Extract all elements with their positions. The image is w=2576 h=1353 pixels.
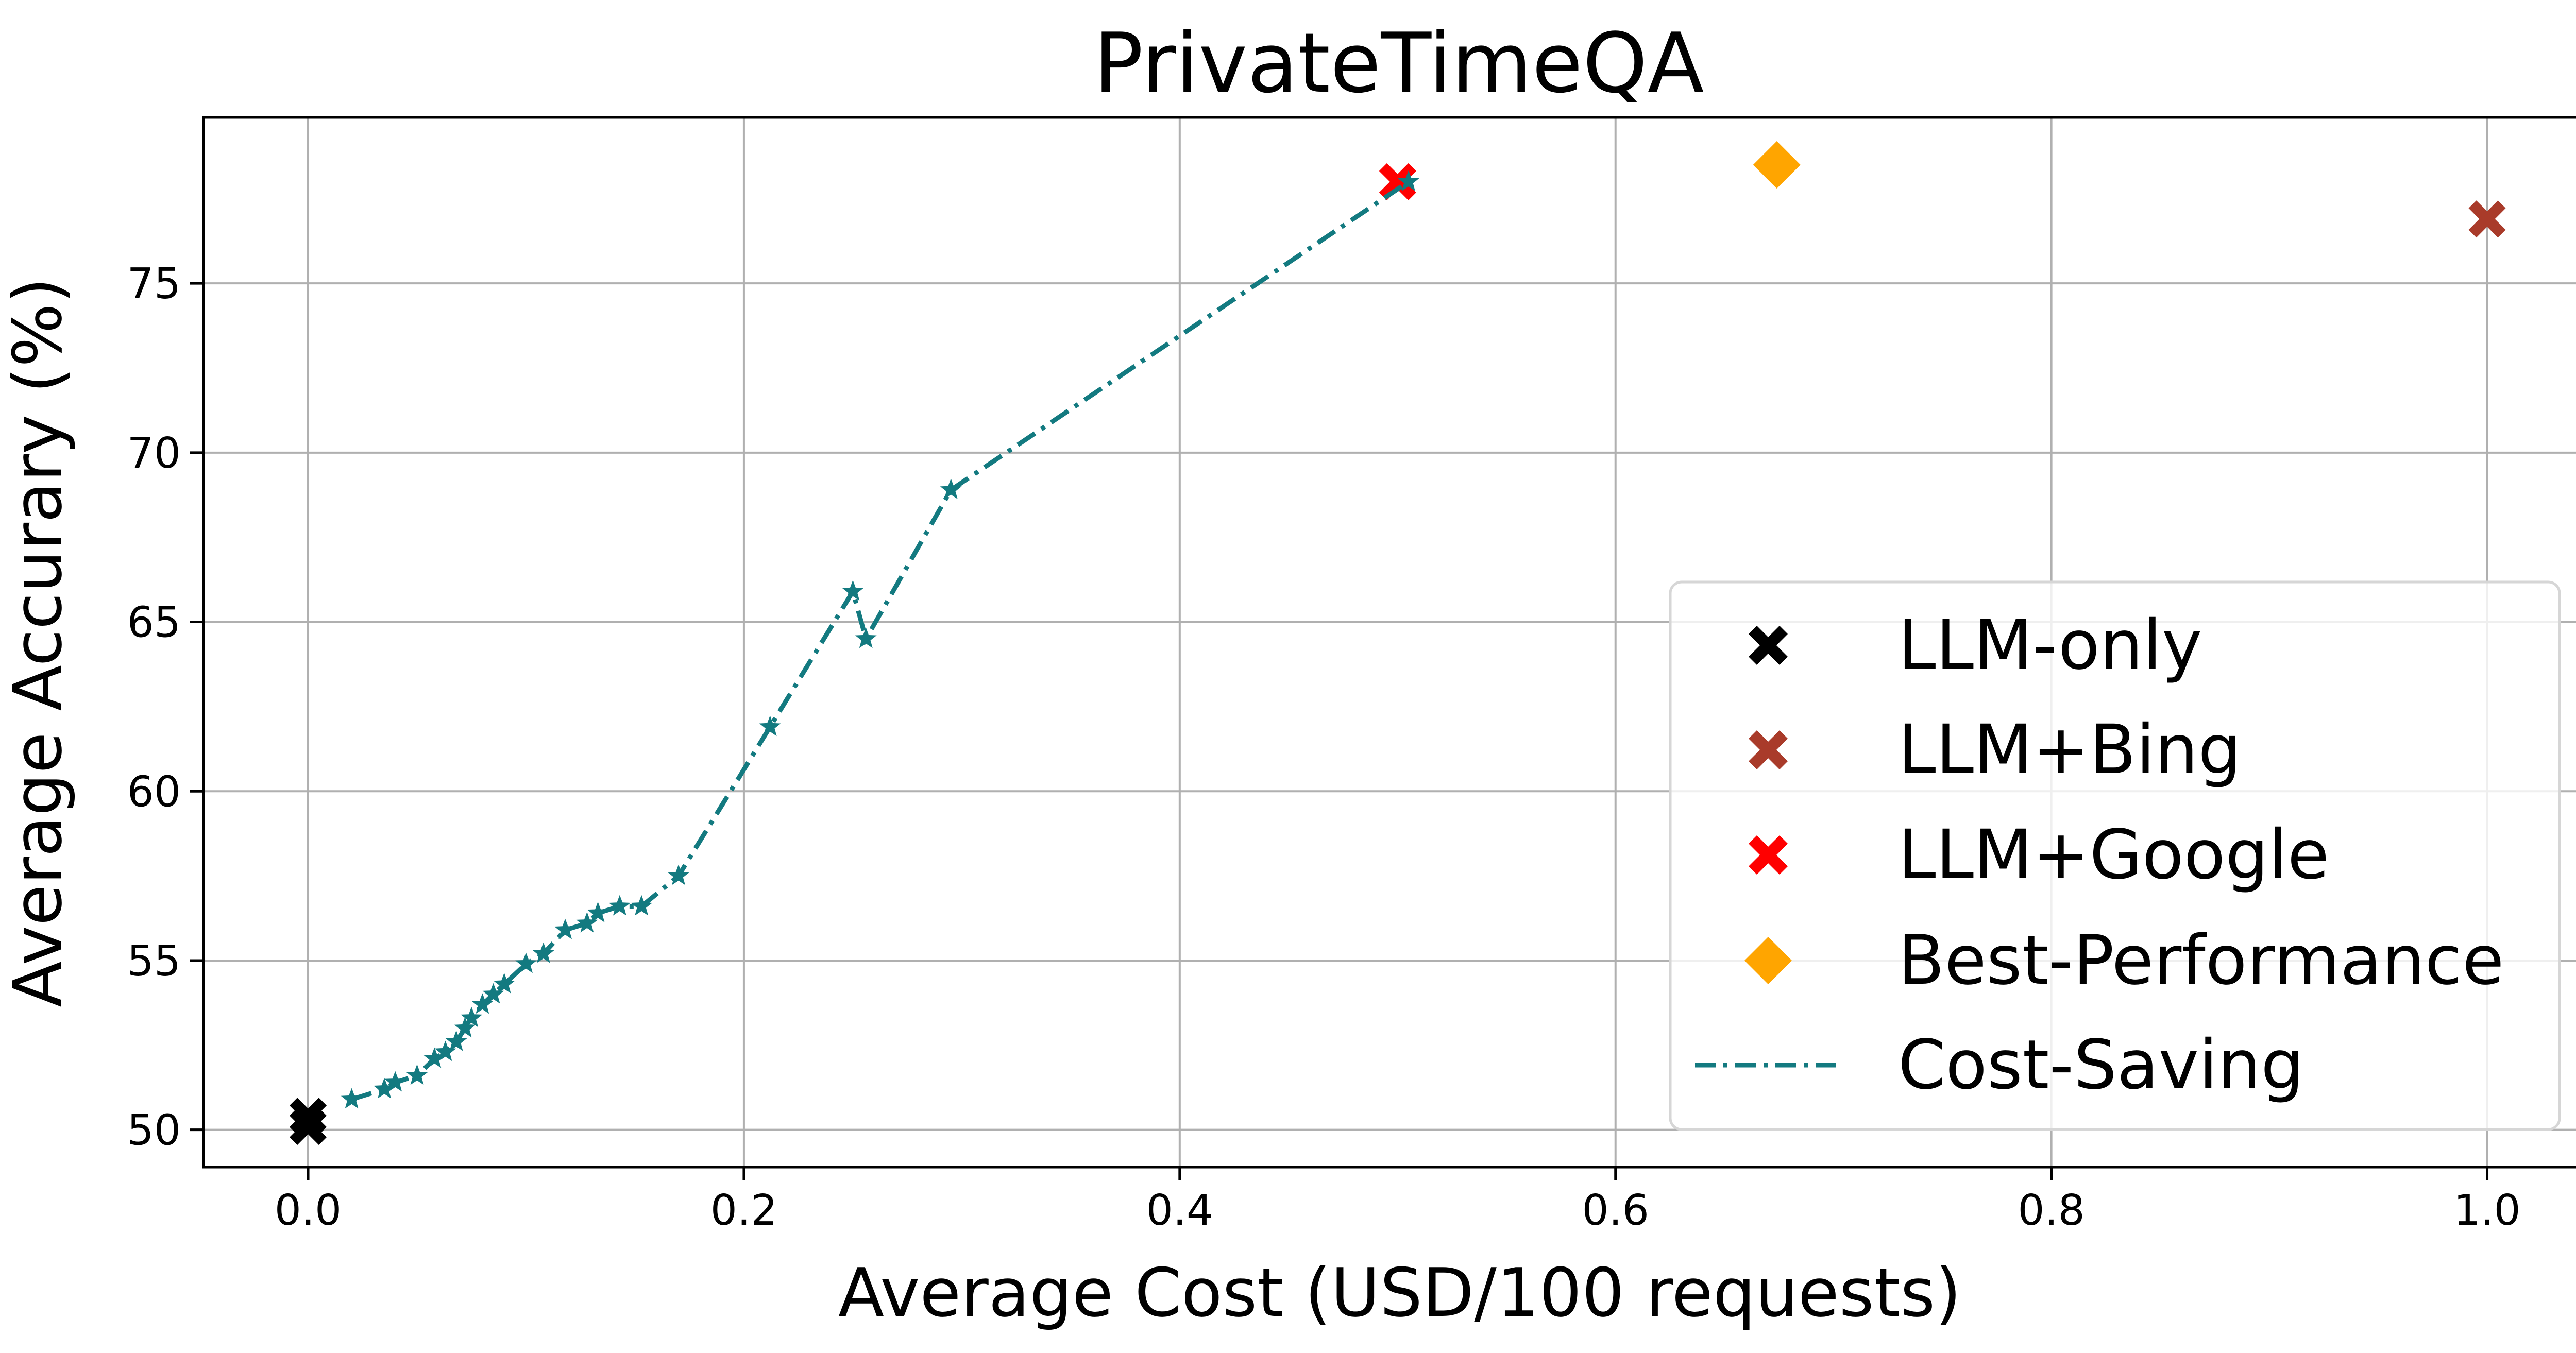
- best-performance-point: [1753, 141, 1801, 189]
- x-tick-label: 0.4: [1146, 1186, 1213, 1235]
- cost-saving-point: [434, 1040, 456, 1061]
- series-layer: [290, 141, 2506, 1145]
- cost-saving-point: [554, 918, 576, 939]
- llm-google-point: [1379, 163, 1416, 200]
- legend-item-llm-only: LLM-only: [1749, 606, 2202, 685]
- x-tick-label: 0.2: [710, 1186, 777, 1235]
- x-tick-label: 0.8: [2018, 1186, 2084, 1235]
- legend-item-llm-bing: LLM+Bing: [1749, 710, 2241, 790]
- cost-saving-point: [406, 1064, 428, 1085]
- legend-label: LLM+Google: [1898, 815, 2329, 895]
- cost-saving-point: [341, 1088, 363, 1109]
- llm-bing-point: [2468, 200, 2506, 238]
- legend-item-llm-google: LLM+Google: [1749, 815, 2329, 895]
- legend-label: Cost-Saving: [1898, 1025, 2304, 1105]
- y-tick-label: 55: [127, 937, 181, 986]
- axis-ticks: 0.0 0.2 0.4 0.6 0.8 1.0 50 55 60 65 70 75: [127, 260, 2521, 1235]
- legend-marker: [1749, 626, 1788, 665]
- cost-saving-point: [471, 993, 494, 1014]
- series-best-performance: [1753, 141, 1801, 189]
- x-tick-label: 0.6: [1582, 1186, 1649, 1235]
- plot-frame: [202, 116, 2576, 1169]
- cost-saving-point: [532, 942, 554, 963]
- cost-saving-point: [482, 983, 504, 1004]
- legend-box: [1669, 580, 2561, 1131]
- series-llm-bing: [2468, 200, 2506, 238]
- cost-saving-point: [445, 1030, 467, 1051]
- cost-saving-point: [940, 478, 962, 499]
- legend: LLM-only LLM+Bing LLM+Google Best-Performan…: [1669, 580, 2561, 1131]
- y-tick-label: 75: [127, 260, 181, 309]
- cost-saving-point: [515, 952, 537, 973]
- cost-saving-point: [461, 1006, 483, 1027]
- legend-item-cost-saving: Cost-Saving: [1695, 1025, 2304, 1105]
- legend-marker: [1744, 937, 1792, 984]
- x-tick-label: 0.0: [275, 1186, 342, 1235]
- legend-marker: [1749, 730, 1788, 769]
- cost-saving-point: [608, 895, 631, 916]
- series-llm-only: [290, 1098, 327, 1145]
- llm-only-point: [290, 1108, 327, 1145]
- cost-saving-point: [374, 1077, 395, 1099]
- x-axis-label: Average Cost (USD/100 requests): [838, 1254, 1961, 1332]
- cost-saving-point: [493, 973, 515, 994]
- series-cost-saving: [341, 170, 1419, 1109]
- cost-saving-point: [668, 864, 689, 885]
- llm-only-point: [290, 1098, 327, 1135]
- cost-saving-point: [587, 901, 609, 922]
- y-tick-label: 65: [127, 598, 181, 647]
- cost-saving-point: [1398, 170, 1419, 191]
- cost-saving-point: [576, 912, 598, 933]
- cost-saving-point: [384, 1071, 406, 1092]
- legend-label: LLM-only: [1898, 606, 2202, 685]
- cost-saving-point: [759, 715, 781, 737]
- legend-label: Best-Performance: [1898, 921, 2504, 1000]
- legend-item-best-performance: Best-Performance: [1744, 921, 2504, 1000]
- y-tick-label: 60: [127, 767, 181, 816]
- legend-label: LLM+Bing: [1898, 710, 2241, 790]
- cost-saving-point: [855, 627, 877, 648]
- y-tick-label: 50: [127, 1106, 181, 1155]
- chart-title: PrivateTimeQA: [1094, 15, 1704, 111]
- y-tick-label: 70: [127, 429, 181, 478]
- cost-saving-point: [631, 895, 653, 916]
- cost-saving-point: [842, 580, 864, 601]
- y-axis-label: Average Accurary (%): [0, 278, 77, 1007]
- series-llm-google: [1379, 163, 1416, 200]
- cost-saving-point: [423, 1047, 446, 1068]
- cost-saving-point: [454, 1017, 476, 1038]
- legend-marker: [1749, 835, 1788, 875]
- x-tick-label: 1.0: [2453, 1186, 2520, 1235]
